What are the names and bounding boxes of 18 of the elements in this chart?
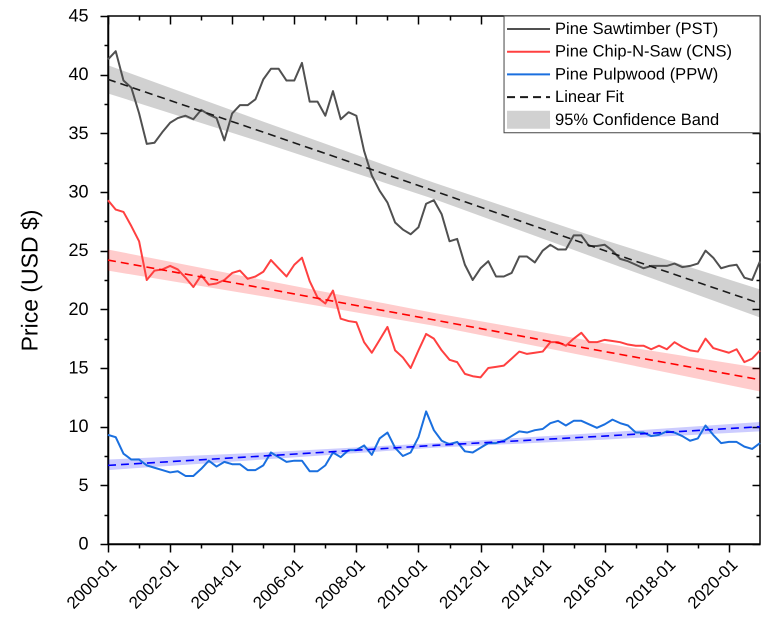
y-tick-label: 30 [68, 182, 88, 202]
legend-label: Pine Pulpwood (PPW) [555, 65, 718, 84]
y-tick-label: 10 [68, 416, 88, 436]
y-tick-label: 25 [68, 240, 88, 260]
y-tick-label: 5 [78, 474, 88, 495]
y-tick-label: 35 [68, 122, 88, 143]
y-tick-label: 45 [68, 6, 88, 26]
legend-label: Linear Fit [555, 88, 624, 106]
legend-label: Pine Chip-N-Saw (CNS) [555, 42, 732, 61]
y-axis-title: Price (USD $) [16, 210, 42, 352]
annotation: 95% Confidence Band [555, 110, 720, 129]
legend-label: Pine Sawtimber (PST) [555, 20, 718, 38]
y-tick-label: 20 [68, 298, 88, 319]
y-tick-label: 0 [78, 534, 88, 554]
line-series [107, 410, 761, 477]
y-tick-label: 15 [68, 358, 88, 378]
line-series [107, 199, 761, 378]
y-tick-label: 40 [68, 64, 88, 84]
